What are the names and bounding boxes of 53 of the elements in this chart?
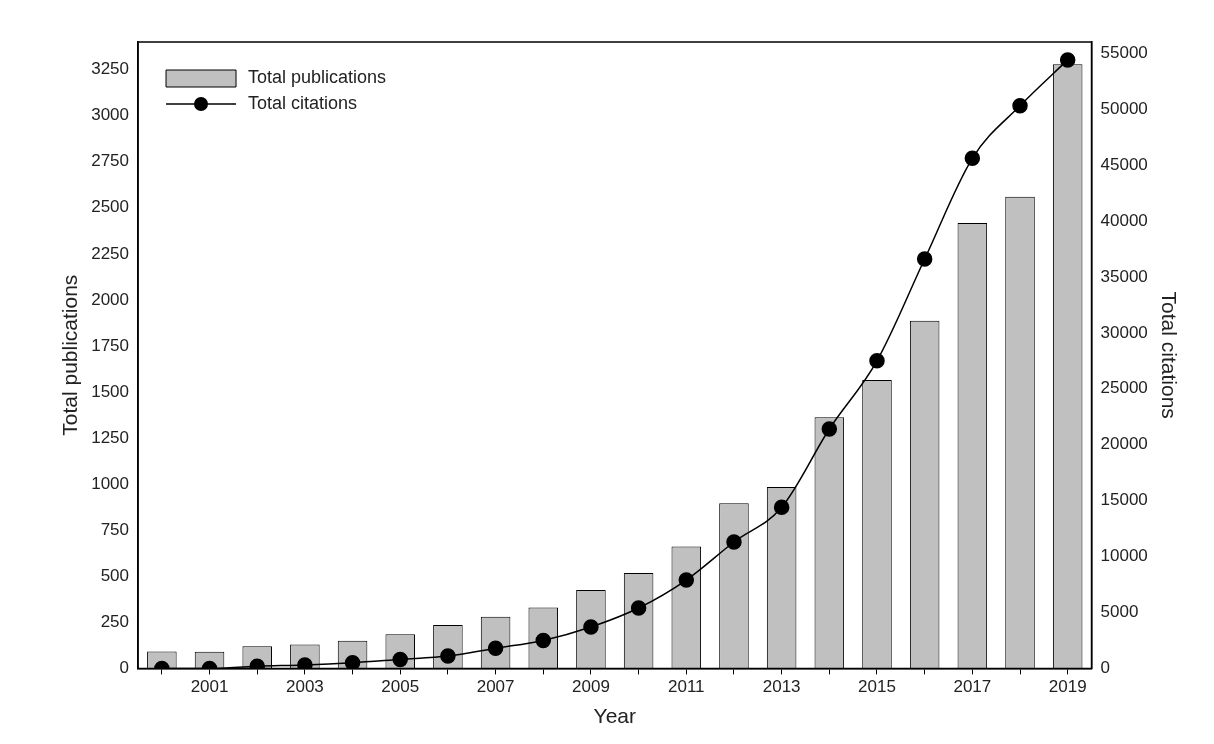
- point: [821, 421, 838, 437]
- y-tick-label: 2750: [91, 151, 130, 171]
- x-tick-label: 2017: [953, 677, 992, 697]
- point: [773, 499, 790, 516]
- point: [678, 572, 695, 588]
- x-axis-title: Year: [593, 704, 636, 728]
- x-tick-label: 2009: [572, 677, 610, 697]
- y-tick-label: 750: [100, 519, 130, 539]
- y-axis-title: Total publications: [58, 274, 82, 436]
- y-tick-label: 2250: [91, 243, 130, 263]
- y2-tick-label: 0: [1100, 658, 1110, 678]
- x-tick-label: 2001: [190, 677, 229, 697]
- y-tick-label: 2500: [91, 197, 130, 217]
- y-tick-label: 500: [100, 565, 130, 585]
- y2-tick-label: 45000: [1100, 154, 1148, 174]
- point: [916, 251, 933, 267]
- y-tick-label: 1250: [91, 427, 130, 447]
- point: [726, 534, 742, 550]
- point: [1012, 98, 1028, 114]
- y2-tick-label: 55000: [1100, 42, 1148, 62]
- y-tick-label: 3250: [91, 59, 130, 79]
- y-tick-label: 1500: [91, 381, 130, 401]
- y2-tick-label: 30000: [1100, 322, 1148, 342]
- point: [1059, 52, 1076, 68]
- y2-tick-label: 50000: [1100, 98, 1148, 118]
- point: [964, 150, 981, 167]
- y-tick-label: 3000: [91, 105, 130, 125]
- y-tick-label: 1750: [91, 335, 130, 355]
- point: [583, 619, 599, 635]
- x-tick-label: 2005: [381, 677, 420, 697]
- x-tick-label: 2015: [858, 677, 896, 697]
- y-tick-label: 250: [100, 612, 130, 632]
- y2-tick-label: 35000: [1100, 266, 1148, 286]
- y2-tick-label: 20000: [1100, 434, 1148, 454]
- legend-label: Total publications: [248, 66, 387, 87]
- y-tick-label: 2000: [91, 289, 130, 309]
- y2-tick-label: 15000: [1100, 490, 1148, 510]
- y-tick-label: 1000: [91, 473, 130, 493]
- x-tick-label: 2013: [762, 677, 801, 697]
- y-tick-label: 0: [119, 658, 130, 678]
- legend-label: Total citations: [248, 92, 358, 113]
- x-tick-label: 2019: [1048, 677, 1087, 697]
- point: [440, 648, 456, 664]
- y2-tick-label: 40000: [1100, 210, 1148, 230]
- y2-tick-label: 5000: [1100, 602, 1139, 622]
- x-tick-label: 2003: [285, 677, 324, 697]
- point: [869, 353, 885, 369]
- y2-tick-label: 25000: [1100, 378, 1148, 398]
- point: [630, 600, 647, 616]
- y2-axis-title: Total citations: [1157, 291, 1181, 419]
- x-tick-label: 2007: [476, 677, 515, 697]
- x-tick-label: 2011: [668, 677, 705, 697]
- y2-tick-label: 10000: [1100, 546, 1148, 566]
